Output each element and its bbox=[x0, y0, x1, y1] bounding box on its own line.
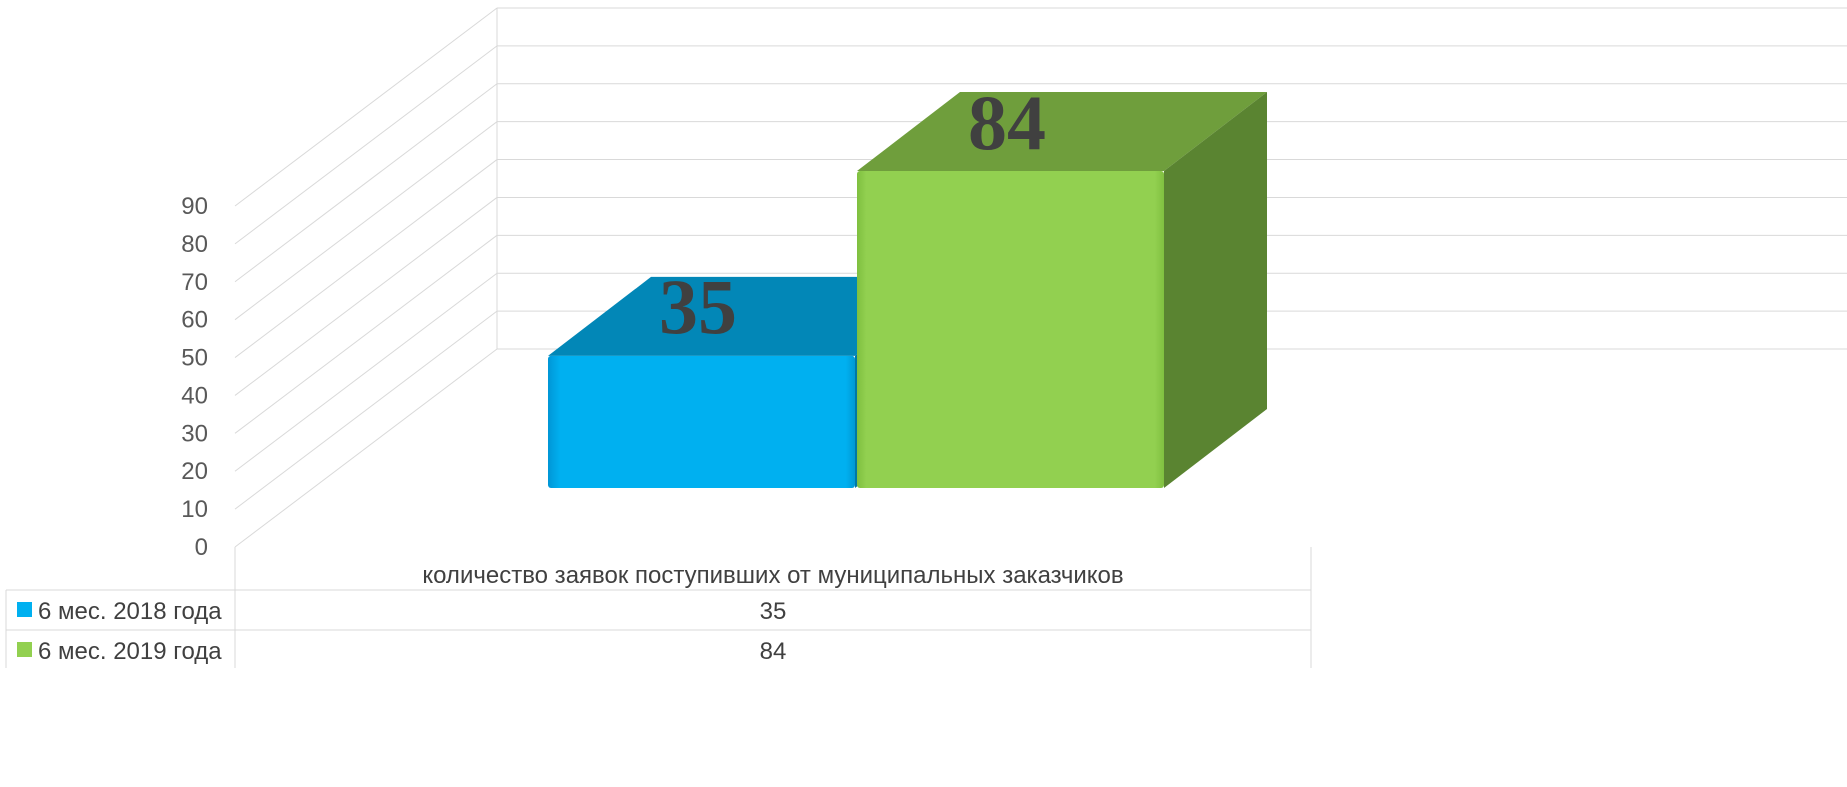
bar-side-face bbox=[1164, 92, 1267, 488]
data-label: 84 bbox=[968, 79, 1046, 166]
y-tick-label: 80 bbox=[181, 231, 208, 258]
table-value: 35 bbox=[760, 598, 787, 625]
data-label: 35 bbox=[659, 263, 737, 350]
category-label: количество заявок поступивших от муницип… bbox=[422, 562, 1123, 589]
bar bbox=[548, 355, 855, 488]
data-labels: 35 84 bbox=[659, 79, 1046, 350]
y-tick-label: 70 bbox=[181, 269, 208, 296]
bar bbox=[857, 171, 1164, 488]
y-tick-label: 50 bbox=[181, 345, 208, 372]
y-tick-label: 20 bbox=[181, 458, 208, 485]
y-tick-label: 60 bbox=[181, 307, 208, 334]
y-tick-label: 0 bbox=[195, 534, 208, 561]
gridline-diagonal bbox=[234, 272, 498, 472]
gridline-diagonal bbox=[234, 83, 498, 283]
gridline-diagonal bbox=[234, 234, 498, 434]
gridline-diagonal bbox=[234, 310, 498, 510]
gridline-diagonal bbox=[234, 121, 498, 321]
gridline-diagonal bbox=[234, 45, 498, 245]
table-value: 84 bbox=[760, 638, 787, 665]
series-name: 6 мес. 2018 года bbox=[38, 598, 222, 625]
y-tick-label: 10 bbox=[181, 496, 208, 523]
bar-top-face bbox=[857, 92, 1267, 171]
gridline-diagonal bbox=[234, 7, 498, 207]
y-tick-label: 40 bbox=[181, 382, 208, 409]
legend-key bbox=[17, 602, 32, 617]
data-table: количество заявок поступивших от муницип… bbox=[5, 547, 1312, 668]
bar-top-face bbox=[548, 276, 958, 356]
gridline-diagonal bbox=[234, 159, 498, 358]
y-axis-ticks: 0 10 20 30 40 50 60 70 80 90 bbox=[181, 193, 208, 561]
gridline-diagonal bbox=[234, 197, 498, 396]
legend-key bbox=[17, 642, 32, 657]
gridline-diagonal bbox=[234, 348, 498, 548]
y-tick-label: 30 bbox=[181, 420, 208, 447]
series-name: 6 мес. 2019 года bbox=[38, 638, 222, 665]
y-tick-label: 90 bbox=[181, 193, 208, 220]
bars-layer bbox=[548, 92, 1267, 488]
